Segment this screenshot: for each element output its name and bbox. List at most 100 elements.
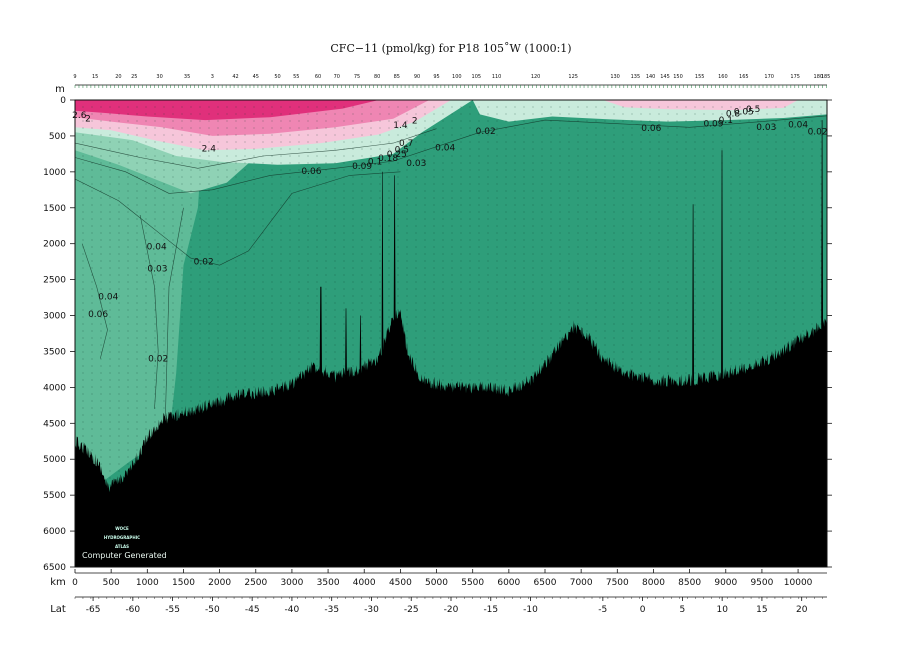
station-label: 145 <box>660 74 670 80</box>
logo-line-1: WOCE <box>115 526 129 531</box>
logo-line-3: ATLAS <box>115 544 129 549</box>
km-tick-label: 4000 <box>353 578 376 588</box>
contour-label: 0.8 <box>726 110 741 120</box>
lat-tick-label: 0 <box>640 605 646 615</box>
latitude-axis: Lat -65 -60 -55 -50 -45 -40 -35 -30 -25 -20 -15 -10… <box>50 596 827 615</box>
lat-tick-label: -35 <box>324 605 339 615</box>
contour-label: 0.02 <box>148 355 168 365</box>
station-label: 110 <box>492 74 502 80</box>
km-tick-label: 2000 <box>208 578 231 588</box>
plot-frame <box>74 99 828 568</box>
lat-tick-label: -25 <box>404 605 419 615</box>
lat-tick-label: -15 <box>483 605 498 615</box>
km-tick-label: 0 <box>72 578 78 588</box>
woce-logo: WOCE HYDROGRAPHIC ATLAS Computer Generat… <box>82 526 167 560</box>
station-label: 75 <box>354 74 360 80</box>
contour-label: 0.06 <box>301 167 321 177</box>
lat-tick-label: -65 <box>86 605 101 615</box>
contour-label: 0.04 <box>98 293 118 303</box>
lat-tick-label: -45 <box>245 605 260 615</box>
lat-tick-label: -40 <box>285 605 300 615</box>
latitude-axis-label: Lat <box>50 604 66 615</box>
contour-label: 0.03 <box>406 159 426 169</box>
depth-tick-label: 2500 <box>43 276 66 286</box>
contour-label: 0.02 <box>476 127 496 137</box>
station-label: 9 <box>73 74 76 80</box>
km-tick-label: 9500 <box>750 578 773 588</box>
station-label: 160 <box>718 74 728 80</box>
station-label: 25 <box>131 74 137 80</box>
lat-tick-label: -10 <box>523 605 538 615</box>
km-tick-label: 7500 <box>606 578 629 588</box>
station-label: 120 <box>531 74 541 80</box>
plot-area <box>75 100 827 567</box>
station-label: 170 <box>764 74 774 80</box>
contour-label: 0.04 <box>435 143 455 153</box>
contour-label: 1.4 <box>393 121 408 131</box>
station-label: 95 <box>433 74 439 80</box>
contour-labels: 2.62 21.42.40.70.50.250.180.10.09 0.030.06… <box>72 105 827 364</box>
km-axis: km 0 500 1000 1500 2000 2500 3000 3500 4000 4500 5… <box>50 569 827 588</box>
depth-tick-label: 2000 <box>43 240 66 250</box>
contour-label: 0.25 <box>387 150 407 160</box>
km-tick-label: 5500 <box>461 578 484 588</box>
depth-tick-label: 4000 <box>43 383 66 393</box>
depth-axis-label: m <box>55 84 65 95</box>
contour-label: 0.1 <box>719 116 733 126</box>
depth-tick-label: 3000 <box>43 312 66 322</box>
station-label: 125 <box>568 74 578 80</box>
station-label: 3 <box>211 74 214 80</box>
depth-tick-label: 1500 <box>43 204 66 214</box>
km-tick-label: 2500 <box>244 578 267 588</box>
depth-tick-label: 1000 <box>43 168 66 178</box>
seafloor-topography <box>75 120 827 567</box>
km-tick-label: 4500 <box>389 578 412 588</box>
station-label: 42 <box>232 74 238 80</box>
contour-label: 2.4 <box>202 145 217 155</box>
logo-line-2: HYDROGRAPHIC <box>104 535 140 540</box>
contour-label: 0.09 <box>703 120 723 130</box>
contour-label: 0.7 <box>399 139 413 149</box>
km-tick-label: 5000 <box>425 578 448 588</box>
contour-label: 0.5 <box>395 145 409 155</box>
lat-tick-label: -30 <box>364 605 379 615</box>
station-label: 55 <box>293 74 299 80</box>
station-axis: 9 15 20 25 30 35 3 42 45 50 55 60 70 75 80 85 90 95 100 105… <box>73 74 830 88</box>
km-tick-label: 3000 <box>280 578 303 588</box>
contour-label: 0.04 <box>788 120 808 130</box>
km-tick-label: 500 <box>103 578 120 588</box>
km-tick-label: 7000 <box>570 578 593 588</box>
km-tick-label: 10000 <box>784 578 813 588</box>
station-label: 140 <box>646 74 656 80</box>
depth-tick-label: 5000 <box>43 455 66 465</box>
station-label: 30 <box>156 74 162 80</box>
station-label: 150 <box>673 74 683 80</box>
km-tick-label: 6000 <box>497 578 520 588</box>
lat-tick-label: 5 <box>680 605 686 615</box>
lat-tick-label: 15 <box>756 605 767 615</box>
depth-tick-label: 500 <box>49 132 66 142</box>
contour-label: 0.1 <box>368 158 382 168</box>
depth-axis: m 0 500 1000 1500 2000 2500 3000 3500 4000 4500 50… <box>43 84 832 573</box>
station-label: 80 <box>374 74 380 80</box>
chart-title: CFC−11 (pmol/kg) for P18 105˚W (1000:1) <box>330 42 571 55</box>
km-axis-label: km <box>50 577 66 588</box>
station-label: 60 <box>315 74 321 80</box>
station-label: 180 <box>814 74 824 80</box>
contour-label: 0.06 <box>88 310 108 320</box>
km-tick-label: 6500 <box>534 578 557 588</box>
lat-tick-label: -60 <box>125 605 140 615</box>
station-label: 70 <box>334 74 340 80</box>
km-tick-label: 1500 <box>172 578 195 588</box>
station-label: 185 <box>821 74 831 80</box>
contour-label: 0.03 <box>147 265 167 275</box>
lat-tick-label: -5 <box>598 605 607 615</box>
station-label: 175 <box>790 74 800 80</box>
station-label: 90 <box>414 74 420 80</box>
depth-tick-label: 3500 <box>43 348 66 358</box>
station-label: 130 <box>610 74 620 80</box>
station-label: 85 <box>394 74 400 80</box>
lat-tick-label: 10 <box>716 605 728 615</box>
station-label: 165 <box>739 74 749 80</box>
contour-label: 0.18 <box>378 154 398 164</box>
